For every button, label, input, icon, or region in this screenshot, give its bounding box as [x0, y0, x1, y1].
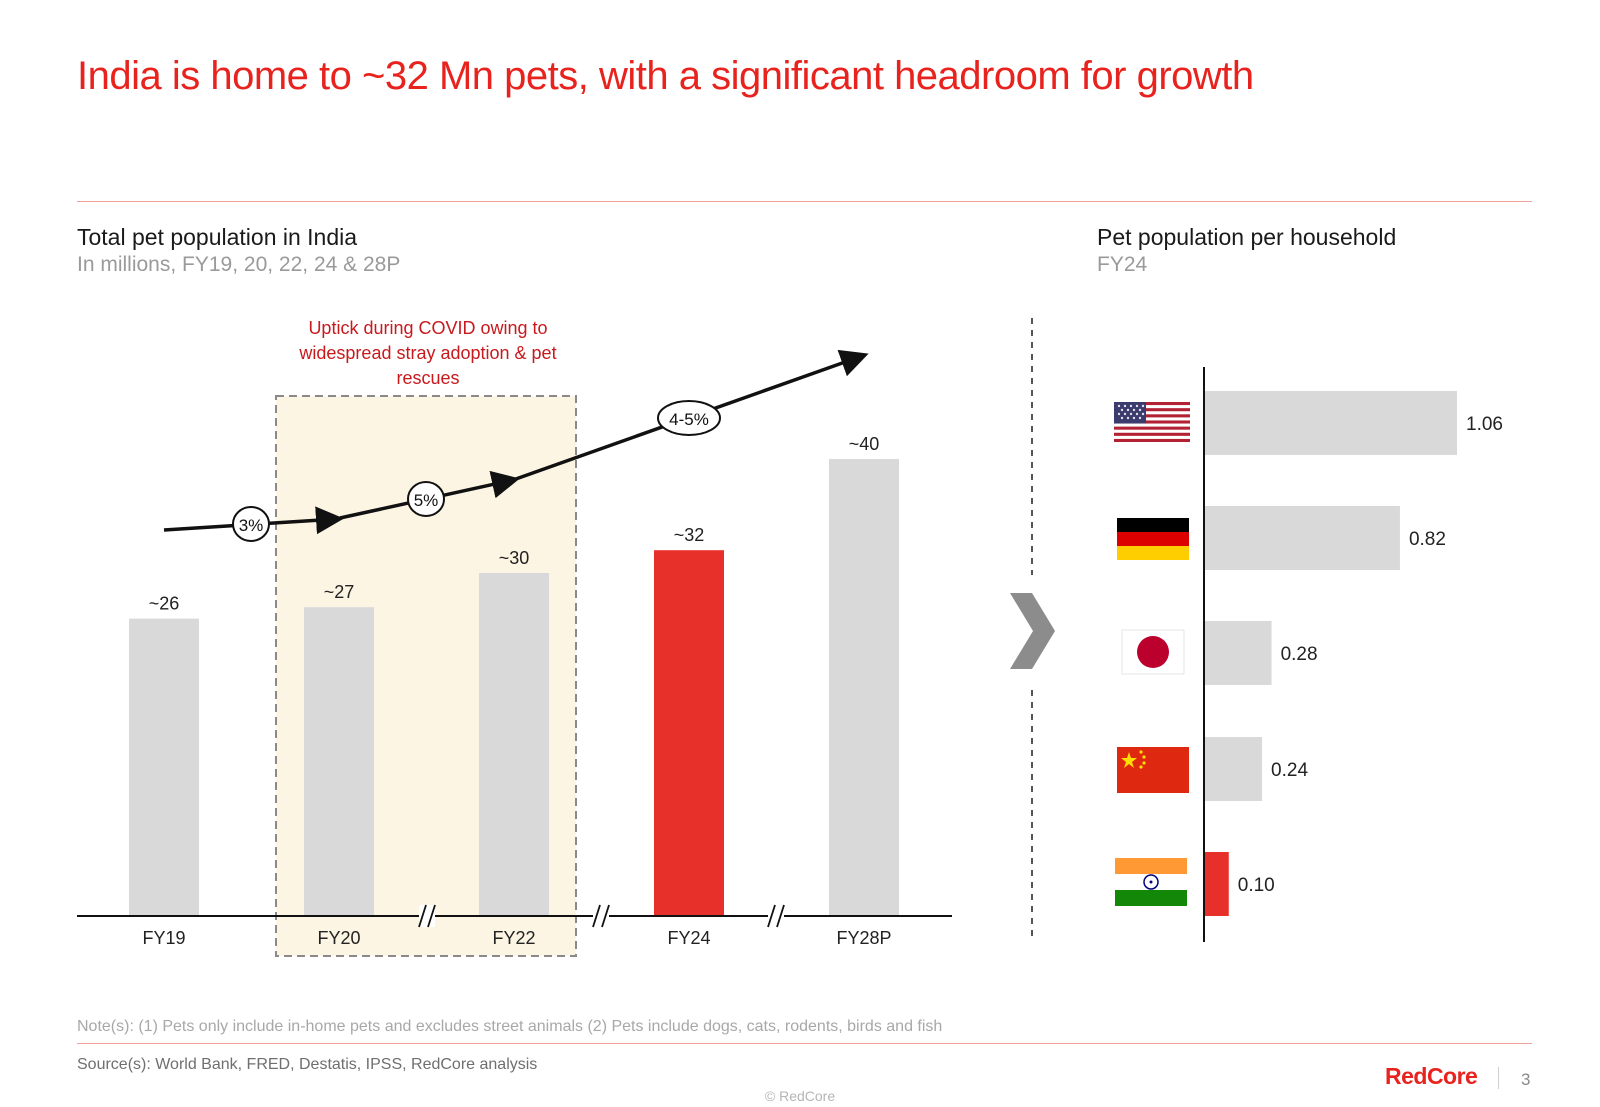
bar-fy28p [829, 459, 899, 915]
x-tick-label: FY19 [142, 928, 185, 948]
brand-separator [1498, 1067, 1499, 1089]
growth-label-2: 5% [414, 491, 439, 510]
bar-japan [1205, 621, 1272, 685]
growth-badge-3 [657, 400, 721, 436]
bar-value-label: 0.82 [1409, 529, 1446, 550]
source-note: Source(s): World Bank, FRED, Destatis, I… [77, 1056, 538, 1073]
right-chart-heading: Pet population per household [1097, 224, 1397, 250]
bar-value-label: ~30 [499, 548, 530, 568]
title-divider [77, 201, 1532, 202]
axis-break-mark [767, 904, 785, 928]
bar-value-label: 0.28 [1281, 644, 1318, 665]
bar-fy19 [129, 618, 199, 915]
bar-value-label: ~32 [674, 525, 705, 545]
growth-trend-line: 3% 5% 4-5% [163, 349, 869, 542]
usa-flag-icon [1114, 402, 1190, 442]
left-chart-bars: ~26 FY19 ~27 FY20 ~30 FY22 ~32 FY24 ~40 FY28P [129, 434, 899, 948]
germany-flag-icon [1117, 518, 1189, 560]
x-tick-label: FY24 [667, 928, 710, 948]
x-tick-label: FY22 [492, 928, 535, 948]
covid-annotation: Uptick during COVID owing to widespread … [299, 318, 557, 388]
page-number: 3 [1521, 1070, 1531, 1089]
bar-usa [1205, 391, 1457, 455]
page-title: India is home to ~32 Mn pets, with a sig… [77, 54, 1254, 98]
left-chart-heading: Total pet population in India [77, 224, 358, 250]
japan-flag-icon [1121, 629, 1185, 675]
growth-badge-1 [232, 506, 270, 542]
bar-value-label: ~27 [324, 582, 355, 602]
growth-label-1: 3% [239, 516, 264, 535]
x-tick-label: FY28P [836, 928, 891, 948]
axis-break-mark [418, 904, 436, 928]
axis-break-mark [592, 904, 610, 928]
left-chart-subheading: In millions, FY19, 20, 22, 24 & 28P [77, 253, 401, 276]
right-chart-subheading: FY24 [1097, 253, 1148, 276]
bar-fy20 [304, 607, 374, 915]
copyright: © RedCore [764, 1088, 836, 1104]
bar-india [1205, 852, 1229, 916]
bar-value-label: ~40 [849, 434, 880, 454]
brand-logo: RedCore [1385, 1063, 1478, 1089]
chevron-right-icon [1010, 593, 1055, 669]
bar-fy24 [654, 550, 724, 915]
bar-germany [1205, 506, 1400, 570]
bar-value-label: 0.10 [1238, 875, 1275, 896]
growth-badge-2 [407, 481, 445, 517]
china-flag-icon [1117, 747, 1189, 793]
x-tick-label: FY20 [317, 928, 360, 948]
bar-value-label: ~26 [149, 594, 180, 614]
axis-breaks [418, 904, 785, 928]
bar-value-label: 1.06 [1466, 414, 1503, 435]
india-flag-icon [1115, 858, 1187, 906]
right-chart-bars: 1.06 0.82 0.28 0.24 0.10 [1205, 391, 1503, 916]
bar-fy22 [479, 573, 549, 915]
footnote: Note(s): (1) Pets only include in-home p… [77, 1018, 943, 1035]
footer-divider [77, 1043, 1532, 1044]
bar-value-label: 0.24 [1271, 760, 1308, 781]
growth-label-3: 4-5% [669, 410, 709, 429]
bar-china [1205, 737, 1263, 801]
